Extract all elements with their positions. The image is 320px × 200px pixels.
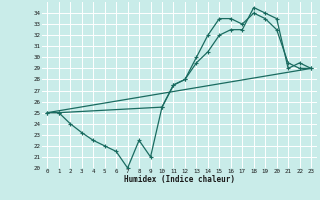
X-axis label: Humidex (Indice chaleur): Humidex (Indice chaleur) — [124, 175, 235, 184]
